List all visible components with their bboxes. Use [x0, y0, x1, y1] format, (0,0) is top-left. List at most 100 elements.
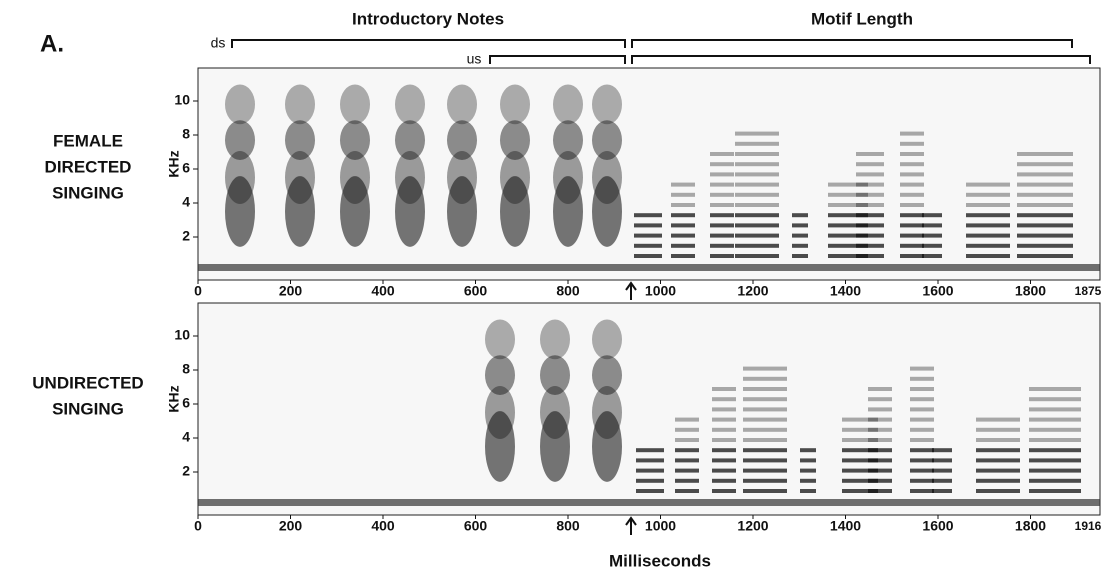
harmonic: [828, 182, 868, 187]
harmonic: [828, 233, 868, 238]
harmonic: [712, 448, 736, 453]
harmonic: [868, 489, 892, 493]
harmonic: [966, 233, 1010, 238]
note-energy: [592, 84, 622, 125]
harmonic: [671, 223, 695, 228]
note-energy: [340, 150, 370, 205]
harmonic: [735, 152, 779, 156]
harmonic: [856, 243, 884, 248]
harmonic: [710, 254, 734, 258]
note-energy: [553, 84, 583, 125]
harmonic: [910, 448, 934, 453]
harmonic: [710, 243, 734, 248]
harmonic: [743, 478, 787, 483]
harmonic: [1017, 223, 1073, 228]
harmonic: [634, 243, 662, 248]
harmonic: [932, 448, 952, 453]
note-energy: [592, 355, 622, 395]
y-tick-label: 8: [182, 361, 190, 377]
harmonic: [671, 213, 695, 218]
spectrogram-panel: 2 4 6 8 10 0 200 400 600 800 1000 1200 1400 1600 1800 1…: [45, 67, 1102, 300]
y-axis-label: KHz: [166, 385, 182, 412]
x-tick-label: 1600: [922, 283, 953, 299]
note-energy: [340, 84, 370, 125]
bracket: [631, 55, 1091, 64]
harmonic: [1017, 233, 1073, 238]
harmonic: [735, 182, 779, 187]
row-label: DIRECTED: [45, 157, 132, 176]
arrow: [625, 516, 637, 535]
harmonic: [743, 417, 787, 422]
note-energy: [592, 411, 622, 482]
harmonic: [743, 407, 787, 412]
harmonic: [712, 438, 736, 442]
harmonic: [910, 417, 934, 422]
y-axis-label: KHz: [166, 150, 182, 177]
note-energy: [592, 120, 622, 160]
note-energy: [285, 176, 315, 247]
harmonic: [712, 397, 736, 402]
y-tick-label: 4: [182, 194, 190, 210]
x-tick-label: 1000: [645, 518, 676, 534]
harmonic: [910, 387, 934, 391]
harmonic: [743, 468, 787, 473]
harmonic: [1029, 478, 1081, 483]
harmonic: [1029, 387, 1081, 391]
harmonic: [743, 427, 787, 432]
harmonic: [792, 213, 808, 218]
harmonic: [966, 182, 1010, 187]
note-energy: [500, 84, 530, 125]
harmonic: [966, 192, 1010, 197]
noise-band: [198, 264, 1100, 271]
harmonic: [792, 254, 808, 258]
harmonic: [828, 223, 868, 228]
harmonic: [710, 213, 734, 218]
harmonic: [922, 243, 942, 248]
harmonic: [1017, 192, 1073, 197]
harmonic: [910, 427, 934, 432]
end-label: 1916: [1075, 519, 1102, 533]
harmonic: [900, 182, 924, 187]
note-energy: [540, 411, 570, 482]
harmonic: [710, 172, 734, 177]
harmonic: [922, 233, 942, 238]
harmonic: [636, 448, 664, 453]
harmonic: [671, 233, 695, 238]
x-tick-label: 200: [279, 283, 303, 299]
row-label: UNDIRECTED: [32, 373, 143, 392]
harmonic: [675, 458, 699, 463]
harmonic: [910, 438, 934, 442]
harmonic: [675, 478, 699, 483]
harmonic: [671, 254, 695, 258]
harmonic: [976, 458, 1020, 463]
harmonic: [671, 192, 695, 197]
harmonic: [868, 397, 892, 402]
harmonic: [842, 438, 878, 442]
y-tick-label: 8: [182, 126, 190, 142]
note-energy: [447, 120, 477, 160]
note-energy: [285, 150, 315, 205]
harmonic: [856, 223, 884, 228]
harmonic: [966, 254, 1010, 258]
harmonic: [636, 478, 664, 483]
note-energy: [395, 84, 425, 125]
harmonic: [671, 203, 695, 207]
header: Introductory Notes: [352, 9, 504, 28]
harmonic: [1017, 213, 1073, 218]
harmonic: [976, 448, 1020, 453]
end-label: 1875: [1075, 284, 1102, 298]
x-tick-label: 600: [464, 283, 488, 299]
harmonic: [735, 203, 779, 207]
harmonic: [743, 438, 787, 442]
harmonic: [828, 254, 868, 258]
harmonic: [735, 192, 779, 197]
harmonic: [900, 172, 924, 177]
note-energy: [225, 150, 255, 205]
harmonic: [856, 172, 884, 177]
x-tick-label: 0: [194, 518, 202, 534]
note-energy: [540, 319, 570, 360]
x-tick-label: 800: [556, 283, 580, 299]
harmonic: [932, 468, 952, 473]
harmonic: [966, 243, 1010, 248]
